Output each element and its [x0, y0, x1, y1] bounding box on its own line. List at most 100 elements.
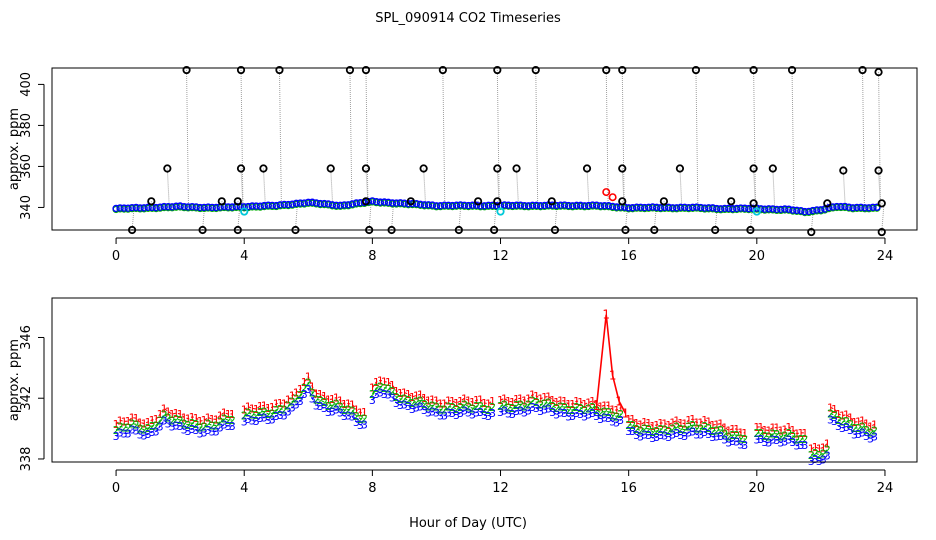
series-3-marker: 3: [345, 410, 352, 423]
raw-outlier-point: [582, 164, 592, 173]
series-3-point: [228, 203, 236, 211]
series-3-marker: 3: [197, 427, 204, 440]
series-3-marker: 3: [871, 431, 878, 444]
series-1-spike-line: [595, 314, 627, 414]
series-3-line: [830, 418, 875, 440]
series-3-point: [624, 204, 633, 212]
series-3-point: [648, 203, 657, 211]
series-1-marker: 1: [513, 393, 520, 406]
series-3-point: [689, 203, 697, 212]
series-1-marker: 1: [713, 418, 720, 431]
series-3-point: [781, 205, 789, 213]
series-3-marker: 3: [816, 455, 823, 468]
raw-spike-line: [791, 70, 795, 210]
series-3-point: [348, 200, 357, 208]
series-3-point: [160, 202, 168, 211]
series-3-marker: 3: [137, 429, 144, 442]
series-3-marker: 3: [329, 405, 336, 418]
series-1-marker: 1: [789, 424, 796, 437]
series-1-marker: 1: [589, 395, 596, 408]
series-2-marker: 2: [677, 423, 684, 436]
series-3-marker: 3: [785, 433, 792, 446]
series-3-marker: 3: [481, 409, 488, 422]
raw-outlier-point: [659, 197, 669, 206]
series-2-marker: 2: [185, 419, 192, 432]
series-3-point: [797, 206, 805, 215]
series-1-marker: 1: [657, 417, 664, 430]
series-3-point: [785, 205, 793, 213]
raw-outlier-point: [787, 65, 797, 75]
series-2-marker: 2: [533, 396, 540, 409]
series-3-point: [556, 201, 565, 209]
series-2-marker: 2: [557, 401, 564, 414]
series-1-marker: 1: [461, 392, 468, 405]
series-2-marker: 2: [669, 423, 676, 436]
raw-spike-line: [166, 168, 170, 207]
series-3-point: [276, 201, 284, 209]
series-2-marker: 2: [847, 418, 854, 431]
series-3-point: [164, 203, 172, 211]
series-3-marker: 3: [657, 429, 664, 442]
series-3-marker: 3: [601, 411, 608, 424]
series-2-marker: 2: [449, 401, 456, 414]
series-2-marker: 2: [329, 399, 336, 412]
bottom-x-tick-label: 16: [620, 481, 637, 496]
series-3-point: [484, 201, 493, 209]
series-3-point: [252, 202, 260, 210]
series-3-marker: 3: [761, 436, 768, 449]
series-3-marker: 3: [589, 407, 596, 420]
series-1-marker: 1: [693, 416, 700, 429]
series-1-marker: 1: [553, 396, 560, 409]
series-1-marker: 1: [381, 376, 388, 389]
series-3-point: [548, 201, 557, 209]
series-1-marker: 1: [449, 395, 456, 408]
raw-outlier-point: [326, 164, 335, 173]
series-1-marker: 1: [221, 407, 228, 420]
series-2-marker: 2: [871, 425, 878, 438]
series-3-point: [793, 206, 801, 215]
series-3-point: [853, 203, 861, 212]
series-3-point: [837, 202, 845, 211]
series-2-marker: 2: [681, 424, 688, 437]
series-3-point: [376, 198, 385, 206]
series-3-marker: 3: [389, 391, 396, 404]
series-2-marker: 2: [317, 394, 324, 407]
series-2-marker: 2: [253, 409, 260, 422]
series-3-point: [488, 201, 497, 210]
series-3-point: [849, 204, 857, 212]
series-3-point: [448, 201, 457, 210]
raw-spike-line: [349, 70, 353, 205]
series-3-point: [580, 202, 589, 210]
series-3-marker: 3: [847, 424, 854, 437]
series-1-marker: 1: [353, 404, 360, 417]
series-3-marker: 3: [645, 429, 652, 442]
series-2-marker: 2: [589, 401, 596, 414]
series-3-point: [244, 202, 252, 211]
series-2-marker: 2: [281, 403, 288, 416]
series-2-marker: 2: [137, 422, 144, 435]
series-3-marker: 3: [733, 435, 740, 448]
series-3-point: [272, 201, 280, 210]
series-3-point: [825, 203, 833, 212]
series-3-point: [144, 203, 152, 212]
series-3-point: [352, 199, 361, 207]
series-3-marker: 3: [385, 388, 392, 401]
series-3-marker: 3: [565, 410, 572, 423]
series-1-marker: 1: [185, 413, 192, 426]
series-3-point: [180, 202, 188, 211]
series-2-marker: 2: [573, 401, 580, 414]
raw-outlier-point: [531, 65, 540, 75]
series-2-marker: 2: [863, 424, 870, 437]
series-3-point: [705, 204, 713, 212]
series-2-line: [628, 424, 745, 440]
series-2-marker: 2: [301, 382, 308, 395]
raw-spike-line: [679, 168, 683, 208]
series-3-point: [833, 202, 841, 211]
series-2-marker: 2: [325, 400, 332, 413]
raw-spike-line: [881, 203, 885, 208]
raw-spike-line: [753, 70, 757, 209]
series-2-marker: 2: [213, 419, 220, 432]
raw-spike-line: [262, 168, 266, 206]
series-1-marker: 1: [205, 412, 212, 425]
series-2-marker: 2: [269, 407, 276, 420]
